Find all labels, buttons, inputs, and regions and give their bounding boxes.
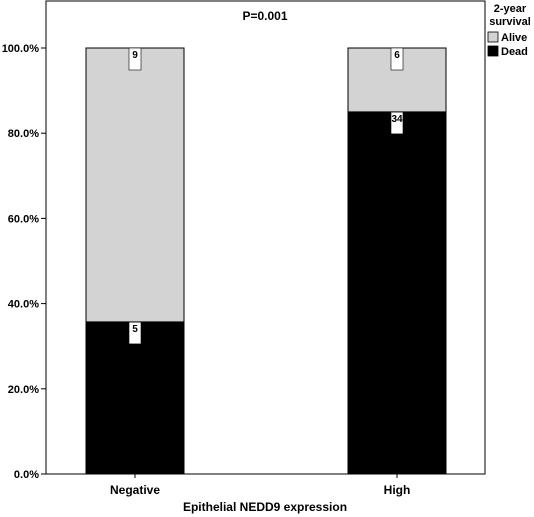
data-label-box (390, 47, 404, 71)
legend-swatch-dead (487, 45, 499, 57)
y-tick-label: 100.0% (2, 43, 40, 55)
x-tick-label: High (384, 483, 411, 497)
p-value-annotation: P=0.001 (242, 9, 287, 23)
bar-segment-dead (347, 111, 447, 475)
x-axis: Negative High (110, 474, 410, 497)
y-tick-label: 20.0% (8, 384, 39, 396)
data-label-box (128, 47, 142, 71)
legend: 2-year survival Alive Dead (487, 3, 531, 58)
legend-title-line1: 2-year (494, 3, 527, 15)
data-label: 5 (132, 324, 138, 335)
x-axis-title: Epithelial NEDD9 expression (183, 500, 347, 514)
data-label: 34 (391, 114, 403, 125)
y-axis: 0.0% 20.0% 40.0% 60.0% 80.0% 100.0% (2, 43, 46, 481)
bar-segment-dead (85, 321, 185, 475)
y-tick-label: 40.0% (8, 299, 39, 311)
legend-title-line2: survival (489, 16, 531, 28)
legend-label: Dead (501, 46, 528, 58)
data-label: 6 (394, 50, 400, 61)
y-tick-label: 60.0% (8, 213, 39, 225)
y-tick-label: 0.0% (14, 469, 39, 481)
data-label: 9 (132, 50, 138, 61)
bars: 5 9 34 6 (85, 47, 447, 475)
legend-swatch-alive (487, 31, 499, 43)
bar-segment-alive (85, 47, 185, 323)
x-tick-label: Negative (110, 483, 160, 497)
legend-label: Alive (501, 32, 527, 44)
y-tick-label: 80.0% (8, 128, 39, 140)
